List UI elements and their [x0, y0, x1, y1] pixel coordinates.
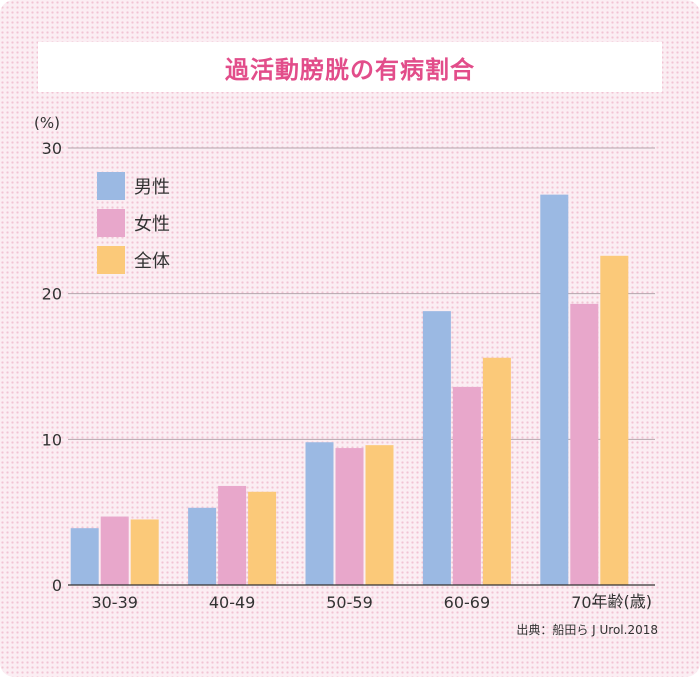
x-tick-label: 60-69	[444, 593, 491, 612]
bar	[248, 491, 277, 585]
bar	[540, 194, 569, 585]
y-tick-label: 30	[42, 139, 62, 158]
y-tick-label: 0	[52, 576, 62, 595]
bar	[130, 519, 159, 585]
y-tick-label: 10	[42, 430, 62, 449]
y-axis-label: (%)	[34, 114, 60, 132]
legend-swatch	[97, 246, 125, 274]
bar	[365, 445, 394, 585]
x-tick-label: 50-59	[326, 593, 373, 612]
bar	[70, 528, 99, 585]
x-tick-label: 40-49	[209, 593, 256, 612]
bar	[570, 303, 599, 585]
bar	[600, 255, 629, 585]
x-tick-label: 70-	[571, 593, 597, 612]
bar	[218, 485, 247, 585]
bar	[335, 448, 364, 585]
bar	[482, 357, 511, 585]
bar	[422, 311, 451, 585]
y-tick-label: 20	[42, 285, 62, 304]
bar	[188, 507, 217, 585]
legend-label: 女性	[134, 214, 170, 235]
bar	[100, 516, 129, 585]
source-note: 出典：船田ら J Urol.2018	[516, 623, 658, 637]
title-box: 過活動膀胱の有病割合	[38, 42, 662, 92]
legend-label: 全体	[134, 251, 170, 272]
legend-swatch	[97, 209, 125, 237]
chart-title: 過活動膀胱の有病割合	[225, 55, 475, 84]
x-axis-label: 年齢(歳)	[592, 592, 653, 611]
legend-swatch	[97, 172, 125, 200]
legend-label: 男性	[134, 177, 170, 198]
bar	[305, 442, 334, 585]
bar	[452, 386, 481, 585]
x-tick-label: 30-39	[91, 593, 138, 612]
